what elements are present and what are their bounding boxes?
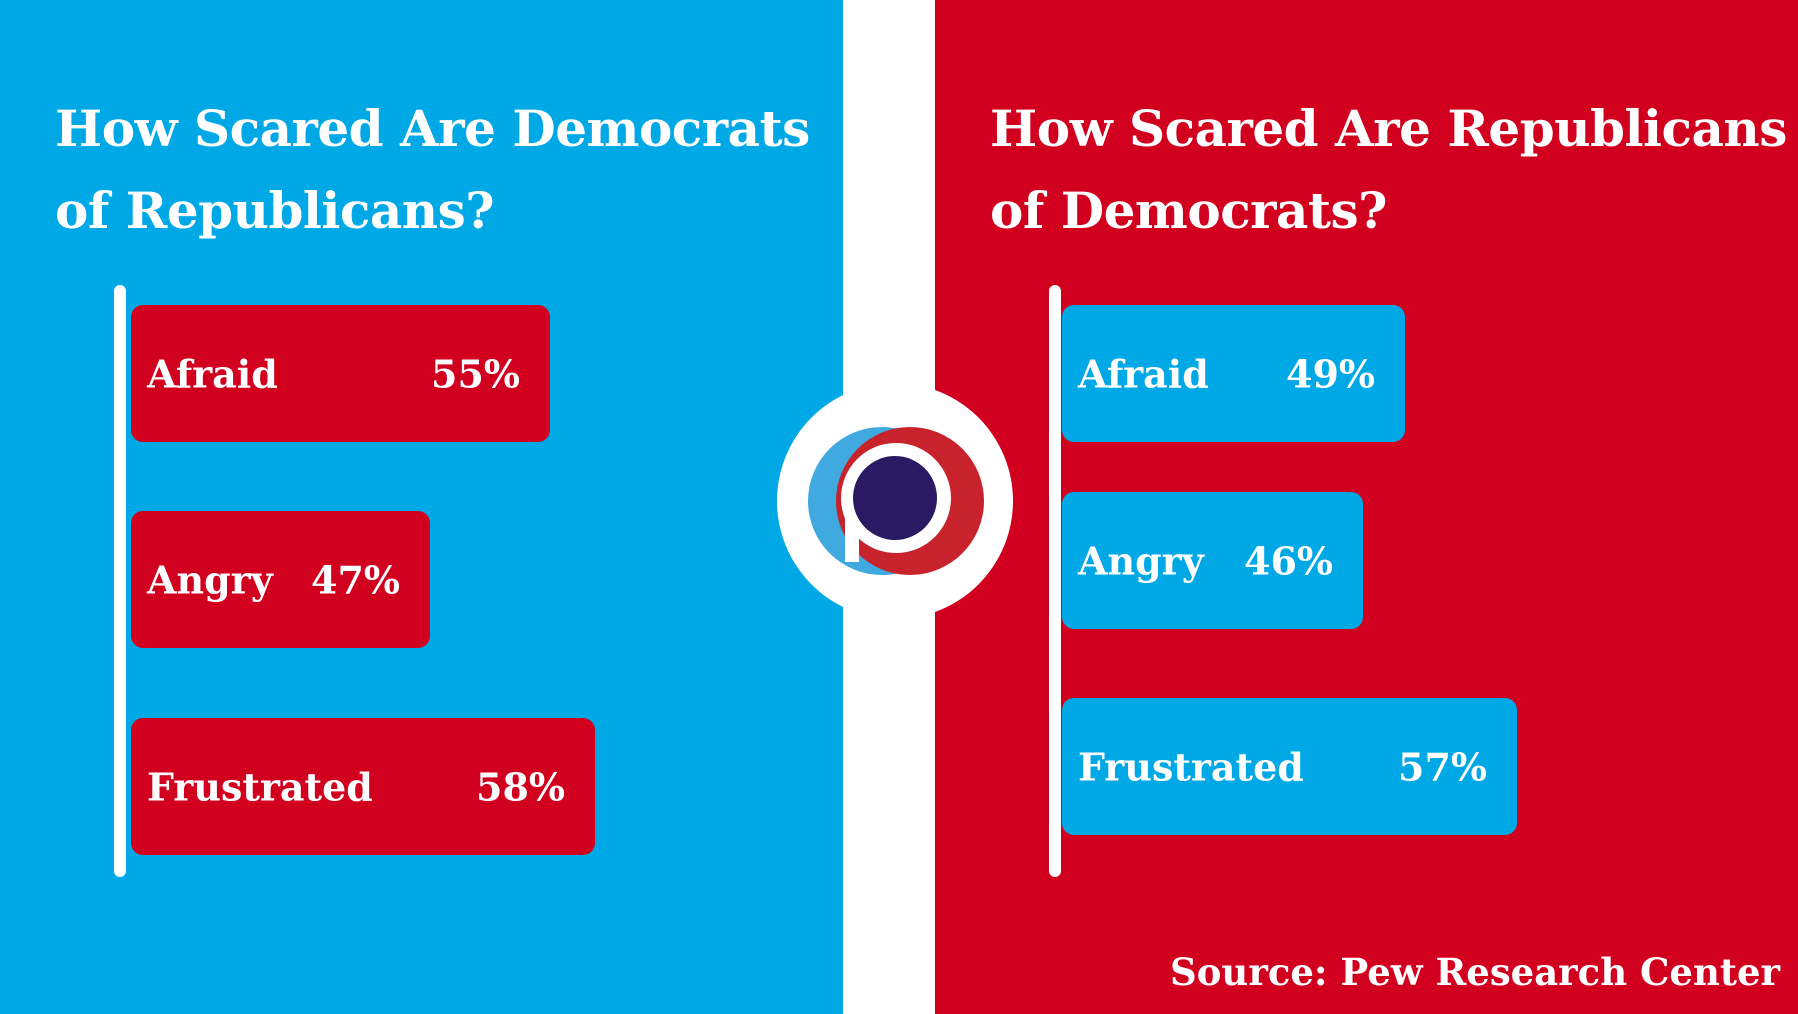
bar-label: Frustrated [147, 764, 373, 809]
bar-label: Afraid [147, 351, 278, 396]
bar-afraid: Afraid 55% [131, 305, 550, 442]
bar-frustrated: Frustrated 58% [131, 718, 595, 855]
bar-label: Angry [1078, 538, 1204, 583]
bar-value-label: 57% [1398, 744, 1487, 789]
bar-value-label: 55% [431, 351, 520, 396]
democrats-panel: How Scared Are Democrats of Republicans?… [0, 0, 843, 1014]
bar-label: Angry [147, 557, 273, 602]
bar-value-label: 58% [476, 764, 565, 809]
bar-frustrated: Frustrated 57% [1062, 698, 1517, 835]
logo-stem [845, 498, 859, 562]
bar-value-label: 47% [311, 557, 400, 602]
source-note: Source: Pew Research Center [1170, 950, 1780, 994]
democrats-axis-line [114, 285, 126, 877]
bar-value-label: 46% [1244, 538, 1333, 583]
bar-label: Afraid [1078, 351, 1209, 396]
bar-value-label: 49% [1286, 351, 1375, 396]
bar-label: Frustrated [1078, 744, 1304, 789]
bar-angry: Angry 46% [1062, 492, 1363, 629]
bar-afraid: Afraid 49% [1062, 305, 1405, 442]
logo-navy-dot [853, 456, 937, 540]
republicans-panel: How Scared Are Republicans of Democrats?… [935, 0, 1798, 1014]
republicans-axis-line [1049, 285, 1061, 877]
bar-angry: Angry 47% [131, 511, 430, 648]
p-logo-icon [777, 383, 1013, 619]
democrats-chart-title: How Scared Are Democrats of Republicans? [55, 99, 810, 240]
republicans-chart-title: How Scared Are Republicans of Democrats? [990, 99, 1787, 240]
